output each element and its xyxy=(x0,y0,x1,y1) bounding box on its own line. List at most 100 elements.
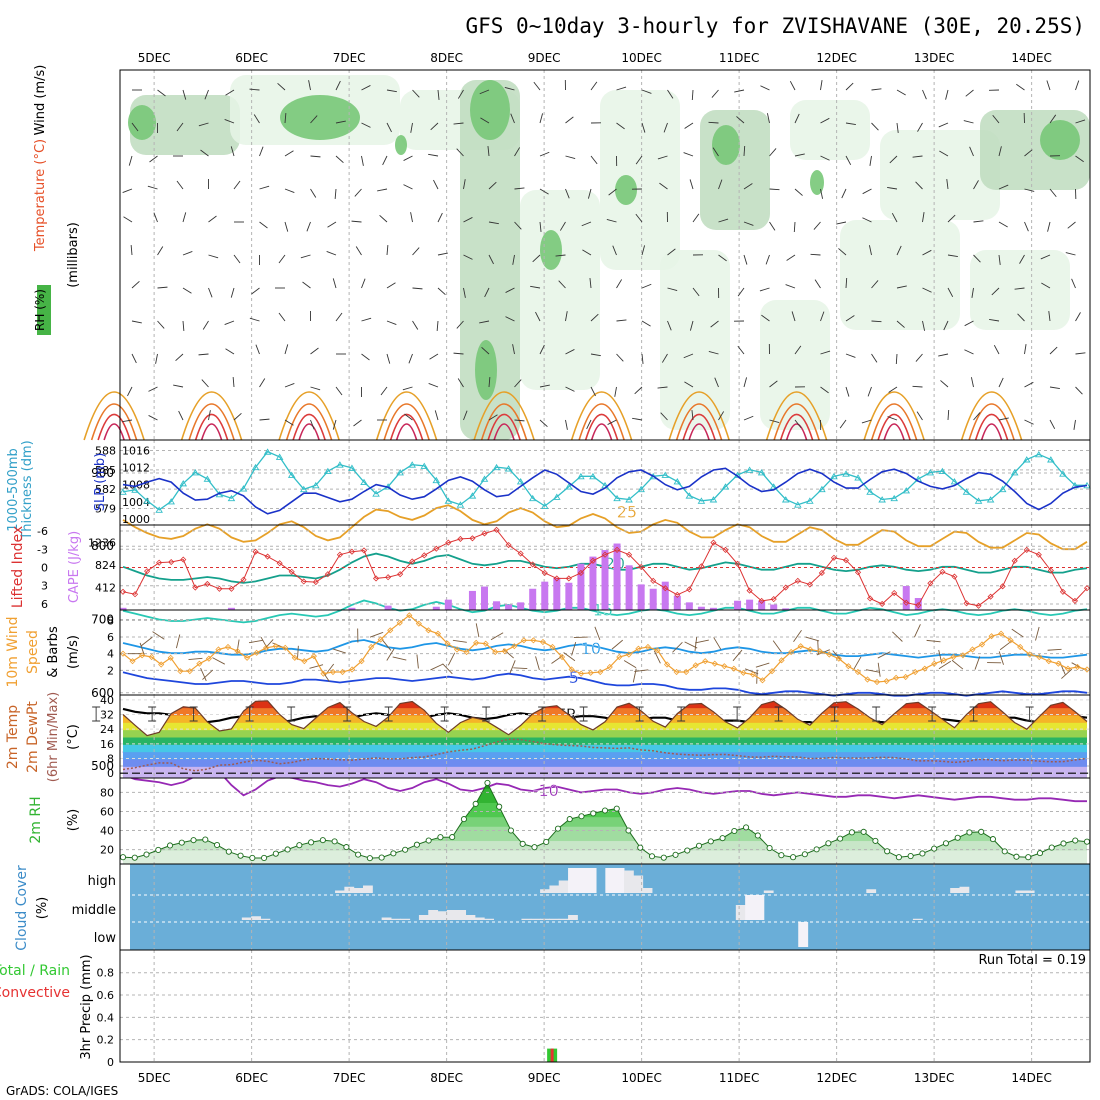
rh-point xyxy=(719,835,726,842)
date-label-bottom: 14DEC xyxy=(1011,1071,1051,1085)
cloud-cell xyxy=(568,915,578,920)
li-tick-label: 6 xyxy=(41,598,48,611)
min-max-bar xyxy=(928,706,937,722)
rh-area xyxy=(600,90,680,270)
rh-area xyxy=(520,190,600,390)
upper-wind-barb xyxy=(225,89,235,96)
upper-wind-barb xyxy=(259,378,266,388)
rh-point xyxy=(131,854,138,861)
upper-wind-barb xyxy=(586,419,592,430)
upper-wind-barb xyxy=(810,253,821,256)
lifted-index-point xyxy=(421,552,428,559)
upper-wind-barb xyxy=(565,188,570,199)
surface-temperature-contour xyxy=(584,413,619,441)
upper-wind-barb xyxy=(332,419,337,430)
rh-point xyxy=(366,855,373,862)
upper-wind-barb xyxy=(888,386,898,393)
wind-speed-point xyxy=(520,637,527,644)
upper-wind-barb xyxy=(182,287,192,294)
upper-wind-barb xyxy=(157,89,166,97)
upper-wind-barb xyxy=(429,353,439,360)
upper-wind-barb xyxy=(845,277,848,289)
cape-bar xyxy=(444,599,452,610)
cloud-cell xyxy=(735,905,746,920)
thickness-point xyxy=(468,492,477,499)
upper-wind-barb xyxy=(539,113,544,124)
rh-point xyxy=(413,841,420,848)
surface-temperature-contour xyxy=(83,391,145,441)
upper-wind-barb xyxy=(820,80,823,91)
cloud-cell xyxy=(549,885,560,893)
upper-wind-barb xyxy=(785,284,796,289)
surface-wind-barb xyxy=(634,669,649,672)
upper-wind-barb xyxy=(1047,221,1051,232)
wind-speed-point xyxy=(186,668,193,675)
wind-speed-point xyxy=(501,648,508,655)
upper-wind-barb xyxy=(1071,278,1076,289)
wind-label: Wind (m/s) xyxy=(33,65,48,136)
wind-speed-point xyxy=(339,668,346,676)
cloud-cell xyxy=(530,918,541,920)
legend-total-rain: Total / Rain xyxy=(0,963,70,979)
upper-wind-barb xyxy=(386,244,389,256)
rh-point xyxy=(507,827,515,834)
upper-wind-barb xyxy=(131,280,140,289)
upper-wind-barb xyxy=(380,386,388,396)
upper-wind-barb xyxy=(973,254,981,263)
upper-wind-barb xyxy=(1048,311,1051,322)
wind-speed-point xyxy=(902,673,909,681)
upper-wind-barb xyxy=(488,376,491,388)
upper-wind-barb xyxy=(148,386,158,392)
upper-wind-barb xyxy=(539,344,545,355)
upper-wind-barb xyxy=(970,377,974,388)
precip-frame xyxy=(119,949,1091,1063)
rh-point xyxy=(648,853,656,860)
cloud-cell xyxy=(353,888,364,893)
lifted-index-point xyxy=(650,577,657,584)
thickness-point xyxy=(480,475,489,482)
upper-wind-barb xyxy=(361,353,370,361)
upper-wind-barb xyxy=(408,353,413,364)
upper-wind-barb xyxy=(284,112,287,124)
upper-wind-barb xyxy=(1046,80,1051,91)
lifted-index-point xyxy=(360,547,368,554)
wind-speed-point xyxy=(291,654,298,661)
date-label-bottom: 7DEC xyxy=(333,1071,366,1085)
upper-wind-barb xyxy=(708,350,719,355)
upper-wind-barb xyxy=(176,180,184,190)
upper-wind-barb xyxy=(998,146,1002,157)
rh-area xyxy=(790,100,870,160)
surface-temperature-contour xyxy=(292,413,326,441)
wind-speed-point xyxy=(683,668,690,676)
surface-temperature-contour xyxy=(375,391,438,441)
upper-wind-barb xyxy=(684,381,694,388)
surface-wind-barb xyxy=(892,631,903,642)
rh-tick-label: 60 xyxy=(100,805,114,818)
surface-temperature-contour xyxy=(590,423,613,441)
upper-wind-barb xyxy=(683,152,694,157)
lifted-index-point xyxy=(192,584,199,591)
thickness-point xyxy=(227,494,236,502)
rh-point xyxy=(261,854,268,862)
upper-wind-barb xyxy=(512,344,515,355)
upper-wind-barb xyxy=(148,415,158,421)
lifted-index-point xyxy=(1011,557,1018,564)
wind-speed-point xyxy=(253,649,260,656)
cape-bar xyxy=(758,600,766,610)
rh-tick-label: 80 xyxy=(100,786,114,799)
lifted-index-point xyxy=(493,526,500,533)
thickness-point xyxy=(360,478,368,486)
upper-wind-barb xyxy=(1024,149,1033,157)
rh-point xyxy=(554,825,562,832)
wind-speed-point xyxy=(406,612,413,619)
wind-speed-point xyxy=(807,646,814,653)
lifted-index-point xyxy=(782,584,789,591)
upper-wind-barb xyxy=(131,320,142,324)
upper-wind-barb xyxy=(514,379,522,388)
upper-wind-barb xyxy=(412,320,419,330)
wind-label-4: (m/s) xyxy=(66,635,81,669)
rh-point xyxy=(213,841,221,849)
upper-wind-barb xyxy=(922,89,927,100)
li-tick-label: -6 xyxy=(37,525,48,538)
upper-wind-barb xyxy=(306,221,311,232)
